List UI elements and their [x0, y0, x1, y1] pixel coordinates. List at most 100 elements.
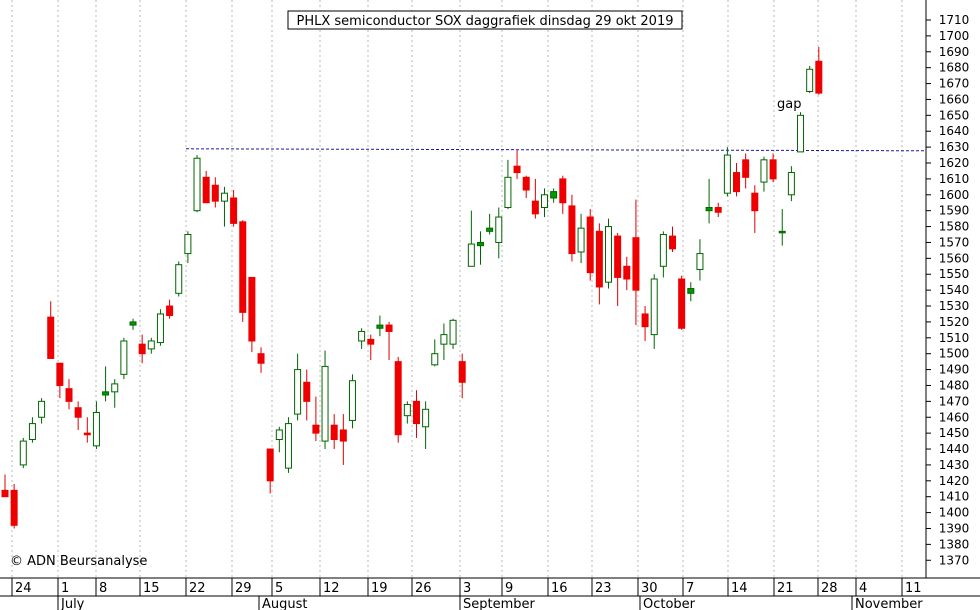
candle-body-64: [586, 216, 594, 274]
y-tick-label-23: 1600: [939, 188, 970, 202]
y-tick-label-28: 1650: [939, 108, 970, 122]
candle-body-29: [266, 448, 274, 482]
candle-body-18: [166, 305, 174, 317]
candle-body-60: [550, 191, 558, 199]
candle-79: [723, 147, 731, 197]
candle-body-45: [412, 400, 420, 425]
candle-47: [431, 339, 439, 367]
candle-5: [47, 301, 55, 359]
candle-35: [321, 350, 329, 450]
y-tick-label-17: 1540: [939, 283, 970, 297]
candle-body-40: [367, 338, 375, 345]
candle-75: [687, 282, 695, 302]
candle-52: [476, 231, 484, 265]
candle-80: [733, 163, 741, 197]
candle-9: [83, 417, 91, 443]
candle-body-12: [111, 383, 119, 393]
candle-10: [92, 401, 100, 450]
x-tick-label-20: 11: [905, 581, 922, 596]
y-tick-label-20: 1570: [939, 235, 970, 249]
candle-body-76: [696, 253, 704, 270]
candle-3: [28, 417, 36, 443]
candle-48: [440, 323, 448, 361]
candle-body-74: [678, 278, 686, 329]
candle-body-78: [714, 207, 722, 213]
candle-66: [605, 218, 613, 289]
candle-58: [531, 178, 539, 219]
candle-body-30: [275, 429, 283, 440]
candle-82: [751, 185, 759, 233]
candle-body-82: [751, 192, 759, 212]
candle-body-75: [687, 288, 695, 294]
candle-2: [19, 437, 27, 469]
candle-71: [650, 274, 658, 349]
candle-body-72: [659, 234, 667, 267]
candle-body-25: [230, 197, 238, 224]
y-tick-label-7: 1440: [939, 442, 970, 456]
vertical-gridlines: [11, 0, 903, 578]
candle-54: [495, 207, 503, 259]
y-tick-label-18: 1550: [939, 267, 970, 281]
candle-69: [632, 199, 640, 326]
month-label-2: September: [463, 597, 536, 610]
candle-22: [202, 170, 210, 204]
candle-89: [815, 47, 823, 95]
candle-body-39: [358, 330, 366, 342]
candle-body-58: [531, 200, 539, 215]
x-tick-label-5: 29: [235, 581, 252, 596]
candle-12: [111, 379, 119, 408]
candle-body-7: [65, 388, 73, 402]
candle-body-77: [705, 207, 713, 212]
x-tick-label-7: 12: [323, 581, 340, 596]
candle-21: [193, 155, 201, 213]
y-tick-label-15: 1520: [939, 315, 970, 329]
candle-body-33: [303, 381, 311, 402]
x-tick-label-6: 5: [275, 581, 283, 596]
candle-7: [65, 379, 73, 410]
y-tick-label-9: 1460: [939, 410, 970, 424]
candle-body-21: [193, 157, 201, 212]
candle-77: [705, 178, 713, 224]
y-tick-label-30: 1670: [939, 77, 970, 91]
candle-body-61: [559, 178, 567, 204]
y-tick-label-22: 1590: [939, 204, 970, 218]
candle-44: [403, 401, 411, 424]
candle-body-24: [220, 192, 228, 202]
month-label-3: October: [643, 597, 696, 610]
candle-59: [540, 188, 548, 218]
y-tick-label-0: 1370: [939, 553, 970, 567]
candle-31: [284, 417, 292, 473]
x-tick-label-2: 8: [99, 581, 107, 596]
candle-60: [550, 188, 558, 203]
candle-body-37: [339, 429, 347, 442]
candle-body-31: [284, 423, 292, 469]
y-tick-label-3: 1400: [939, 506, 970, 520]
candle-85: [778, 209, 786, 246]
candle-18: [166, 299, 174, 319]
candle-body-43: [394, 361, 402, 436]
candle-50: [458, 353, 466, 399]
candle-body-4: [38, 400, 46, 418]
candle-6: [56, 362, 64, 399]
candle-57: [522, 175, 530, 198]
x-tick-label-10: 3: [463, 581, 471, 596]
candle-body-54: [495, 216, 503, 243]
candle-body-87: [797, 114, 805, 153]
candle-body-36: [330, 424, 338, 440]
candle-30: [275, 426, 283, 453]
candle-28: [257, 347, 265, 373]
candle-body-38: [348, 380, 356, 421]
candle-body-51: [467, 243, 475, 267]
y-tick-label-32: 1690: [939, 45, 970, 59]
y-tick-label-19: 1560: [939, 251, 970, 265]
y-tick-label-8: 1450: [939, 426, 970, 440]
y-tick-label-5: 1420: [939, 474, 970, 488]
candle-42: [385, 321, 393, 361]
copyright-label: © ADN Beursanalyse: [10, 554, 147, 569]
candle-49: [449, 318, 457, 349]
candle-53: [486, 213, 494, 235]
candle-46: [422, 401, 430, 450]
